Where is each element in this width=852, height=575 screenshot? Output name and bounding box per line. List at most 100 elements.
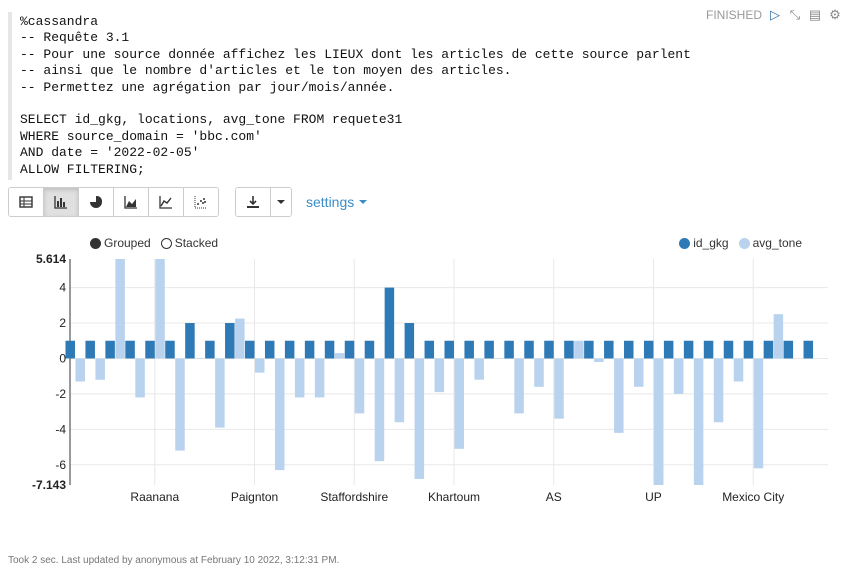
chart-mode-controls: Grouped Stacked (90, 236, 218, 250)
x-tick-label: UP (645, 490, 662, 504)
stacked-radio[interactable]: Stacked (160, 236, 219, 250)
bar-avg_tone (414, 358, 425, 479)
bar-id_gkg (225, 323, 235, 359)
bar-id_gkg (284, 340, 295, 359)
bar-id_gkg (384, 287, 395, 359)
x-tick-label: Staffordshire (320, 490, 388, 504)
bar-avg_tone (95, 358, 105, 380)
bar-id_gkg (404, 323, 415, 359)
bar-avg_tone (274, 358, 285, 471)
code-text[interactable]: %cassandra -- Requête 3.1 -- Pour une so… (20, 14, 691, 177)
download-button[interactable] (236, 188, 271, 216)
paragraph-status-bar: FINISHED ▷ ⤡ ▤ ⚙ (705, 7, 842, 23)
bar-avg_tone (255, 358, 265, 373)
bar-avg_tone (554, 358, 564, 419)
scatter-chart-view-button[interactable] (184, 188, 218, 216)
bar-id_gkg (484, 340, 494, 359)
bar-avg_tone (514, 358, 524, 414)
paragraph-footer: Took 2 sec. Last updated by anonymous at… (8, 555, 340, 566)
status-text: FINISHED (705, 8, 762, 22)
bar-chart: 4 2 0 -2 -4 -6 5.614 -7.143 Raanana Paignton Staff… (32, 252, 828, 504)
bar-avg_tone (235, 318, 245, 359)
bar-id_gkg (165, 340, 175, 359)
bar-id_gkg (683, 340, 694, 359)
x-tick-label: Paignton (231, 490, 278, 504)
download-button-group (235, 187, 292, 217)
collapse-icon[interactable]: ⤡ (789, 7, 801, 22)
bar-avg_tone (733, 358, 744, 382)
bar-id_gkg (763, 340, 774, 359)
x-tick-label: Khartoum (428, 490, 480, 504)
bar-avg_tone (653, 358, 664, 485)
bar-avg_tone (474, 358, 484, 380)
bar-id_gkg (783, 340, 794, 359)
bar-avg_tone (314, 358, 325, 398)
pie-chart-icon (90, 196, 102, 208)
bar-avg_tone (753, 358, 764, 469)
bar-id_gkg (624, 340, 634, 359)
download-dropdown-button[interactable] (271, 188, 291, 216)
legend-label: id_gkg (693, 236, 729, 250)
bar-avg_tone (354, 358, 365, 414)
bar-id_gkg (304, 340, 315, 359)
stacked-label: Stacked (174, 236, 219, 250)
bar-avg_tone (454, 358, 464, 449)
caret-down-icon (359, 200, 368, 204)
y-tick-label: -4 (55, 422, 66, 436)
bar-id_gkg (803, 340, 814, 359)
bar-id_gkg (125, 340, 135, 359)
bar-id_gkg (444, 340, 454, 359)
x-tick-label: AS (546, 490, 562, 504)
gear-icon[interactable]: ⚙ (829, 7, 841, 22)
bar-id_gkg (703, 340, 714, 359)
bar-chart-icon (54, 196, 67, 209)
table-view-button[interactable] (9, 188, 44, 216)
bar-avg_tone (195, 358, 205, 359)
bar-id_gkg (344, 340, 355, 359)
bar-avg_tone (374, 358, 385, 462)
bar-chart-view-button[interactable] (44, 188, 79, 216)
grouped-label: Grouped (104, 236, 151, 250)
line-chart-icon (159, 196, 172, 209)
settings-label: settings (306, 194, 355, 210)
pie-chart-view-button[interactable] (79, 188, 114, 216)
bar-id_gkg (604, 340, 614, 359)
settings-dropdown[interactable]: settings (306, 194, 368, 210)
legend-item-id-gkg[interactable]: id_gkg (679, 236, 729, 250)
bar-avg_tone (673, 358, 684, 394)
y-tick-label: 2 (59, 316, 66, 330)
table-icon (19, 196, 33, 208)
line-chart-view-button[interactable] (149, 188, 184, 216)
area-chart-view-button[interactable] (114, 188, 149, 216)
bar-id_gkg (663, 340, 674, 359)
grouped-radio[interactable]: Grouped (90, 236, 151, 250)
y-tick-label: -2 (55, 387, 66, 401)
bar-id_gkg (85, 340, 95, 359)
bar-avg_tone (574, 340, 584, 359)
y-min-label: -7.143 (32, 478, 66, 492)
bar-id_gkg (564, 340, 574, 359)
bar-id_gkg (205, 340, 215, 359)
bar-id_gkg (364, 340, 375, 359)
bar-id_gkg (145, 340, 155, 359)
bar-avg_tone (534, 358, 544, 387)
bar-avg_tone (594, 358, 604, 362)
book-icon[interactable]: ▤ (808, 7, 822, 22)
bar-id_gkg (524, 340, 534, 359)
code-editor[interactable]: %cassandra -- Requête 3.1 -- Pour une so… (8, 12, 691, 180)
bar-avg_tone (215, 358, 225, 428)
y-tick-label: -6 (55, 458, 66, 472)
legend-item-avg-tone[interactable]: avg_tone (738, 236, 802, 250)
caret-down-icon (277, 200, 285, 204)
radio-selected-icon (90, 237, 101, 249)
bar-id_gkg (544, 340, 554, 359)
run-icon[interactable]: ▷ (770, 7, 780, 22)
y-tick-label: 0 (59, 351, 66, 365)
bar-id_gkg (105, 340, 115, 359)
bar-avg_tone (294, 358, 305, 398)
bar-avg_tone (494, 358, 504, 359)
bar-id_gkg (185, 323, 195, 359)
legend-swatch (738, 237, 750, 249)
bar-avg_tone (634, 358, 644, 387)
area-chart-icon (124, 196, 137, 209)
